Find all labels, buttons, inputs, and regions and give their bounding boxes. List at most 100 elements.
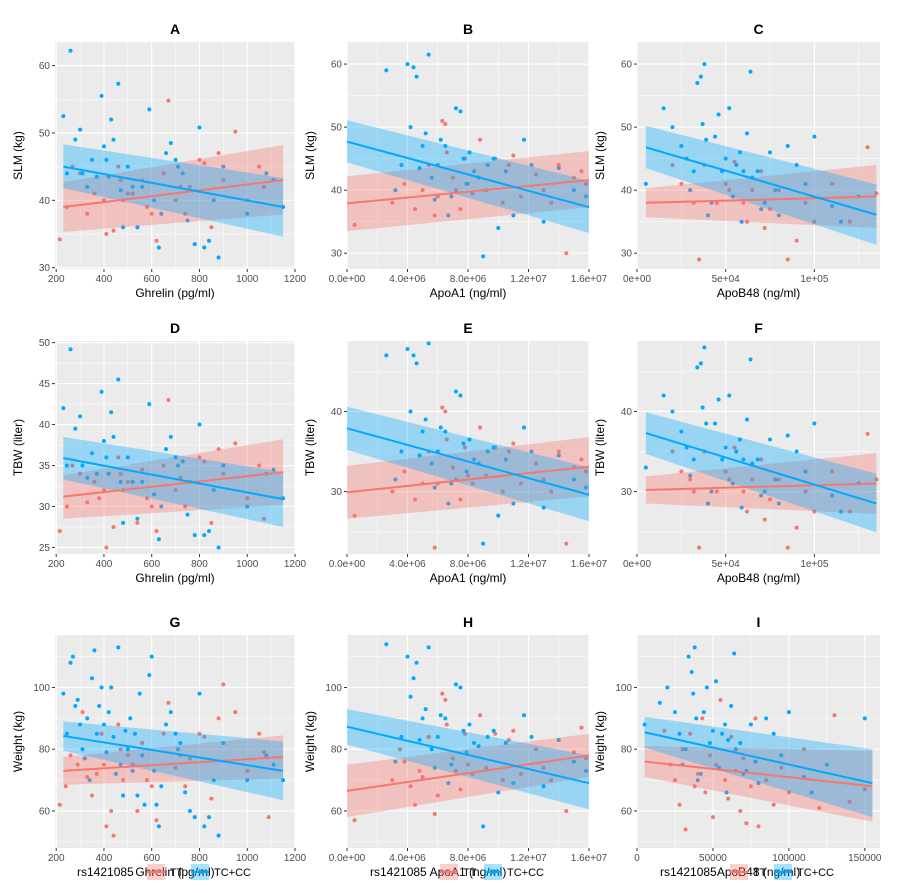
data-point-tccc	[104, 455, 109, 460]
data-point-tt	[713, 762, 718, 767]
data-point-tccc	[724, 790, 729, 795]
data-point-tt	[402, 759, 407, 764]
x-tick-label: 400	[96, 274, 113, 285]
data-point-tccc	[661, 393, 666, 398]
data-point-tt	[785, 545, 790, 550]
data-point-tccc	[496, 790, 501, 795]
data-point-tccc	[438, 137, 443, 142]
data-point-tccc	[121, 793, 126, 798]
data-point-tt	[450, 465, 455, 470]
data-point-tt	[125, 753, 130, 758]
data-point-tt	[727, 477, 732, 482]
confidence-band-tccc	[347, 120, 589, 234]
data-point-tt	[794, 238, 799, 243]
data-point-tt	[518, 771, 523, 776]
legend-label: TT	[170, 867, 184, 879]
data-point-tccc	[420, 716, 425, 721]
data-point-tccc	[702, 345, 707, 350]
data-point-tccc	[130, 768, 135, 773]
data-point-tccc	[80, 463, 85, 468]
data-point-tccc	[694, 716, 699, 721]
data-point-tccc	[245, 211, 250, 216]
data-point-tt	[670, 162, 675, 167]
data-point-tt	[865, 145, 870, 150]
data-point-tt	[78, 471, 83, 476]
data-point-tccc	[109, 117, 114, 122]
x-tick-label: 0e+00	[623, 274, 652, 285]
data-point-tt	[202, 734, 207, 739]
legend-key-point	[781, 870, 785, 874]
legend-label: TC+CC	[507, 867, 544, 879]
data-point-tccc	[423, 707, 428, 712]
x-tick-label: 1000	[236, 559, 259, 570]
data-point-tccc	[464, 469, 469, 474]
data-point-tccc	[73, 426, 78, 431]
data-point-tt	[161, 731, 166, 736]
data-point-tt	[125, 479, 130, 484]
data-point-tccc	[786, 710, 791, 715]
data-point-tccc	[730, 481, 735, 486]
data-point-tt	[759, 457, 764, 462]
data-point-tt	[741, 756, 746, 761]
data-point-tccc	[759, 493, 764, 498]
data-point-tccc	[698, 361, 703, 366]
data-point-tt	[462, 445, 467, 450]
data-point-tt	[413, 497, 418, 502]
data-point-tccc	[202, 245, 207, 250]
data-point-tccc	[221, 164, 226, 169]
data-point-tt	[679, 181, 684, 186]
data-point-tt	[500, 489, 505, 494]
x-tick-label: 200	[48, 853, 65, 864]
x-tick-label: 200	[48, 559, 65, 570]
data-point-tccc	[408, 125, 413, 130]
data-point-tccc	[443, 144, 448, 149]
data-point-tt	[257, 164, 262, 169]
data-point-tt	[144, 205, 149, 210]
panel-title: H	[463, 614, 473, 630]
data-point-tt	[470, 481, 475, 486]
data-point-tt	[245, 496, 250, 501]
x-axis-label: Ghrelin (pg/ml)	[135, 571, 214, 585]
data-point-tccc	[135, 516, 140, 521]
fit-line-tccc	[63, 734, 284, 772]
data-point-tt	[221, 682, 226, 687]
data-point-tt	[692, 784, 697, 789]
data-point-tt	[444, 722, 449, 727]
panel-title: C	[753, 21, 763, 37]
legend-1: rs1421085 TT TC+CC	[77, 864, 251, 880]
fit-line-tt	[644, 760, 873, 788]
data-point-tccc	[173, 731, 178, 736]
panel-title: I	[757, 614, 761, 630]
data-point-tt	[771, 802, 776, 807]
data-point-tt	[216, 447, 221, 452]
y-tick-label: 30	[621, 487, 633, 498]
y-tick-label: 80	[331, 745, 343, 756]
data-point-tccc	[541, 219, 546, 224]
data-point-tt	[541, 477, 546, 482]
data-point-tt	[68, 753, 73, 758]
fit-line-tt	[645, 195, 877, 204]
data-point-tt	[518, 481, 523, 486]
confidence-band-tccc	[347, 406, 589, 522]
y-axis-label: SLM (kg)	[11, 131, 25, 180]
data-point-tt	[830, 469, 835, 474]
data-point-tccc	[739, 505, 744, 510]
x-tick-label: 400	[96, 559, 113, 570]
data-point-tccc	[411, 353, 416, 358]
data-point-tccc	[464, 181, 469, 186]
data-point-tccc	[426, 645, 431, 650]
data-point-tccc	[118, 479, 123, 484]
data-point-tccc	[159, 211, 164, 216]
data-point-tt	[118, 471, 123, 476]
panel-background	[637, 42, 880, 269]
confidence-band-tt	[347, 733, 589, 818]
y-axis-label: TBW (liter)	[11, 419, 25, 476]
data-point-tt	[116, 455, 121, 460]
data-point-tt	[518, 194, 523, 199]
data-point-tt	[764, 778, 769, 783]
data-point-tt	[776, 188, 781, 193]
data-point-tt	[352, 818, 357, 823]
data-point-tt	[812, 509, 817, 514]
data-point-tccc	[116, 377, 121, 382]
data-point-tt	[697, 545, 702, 550]
